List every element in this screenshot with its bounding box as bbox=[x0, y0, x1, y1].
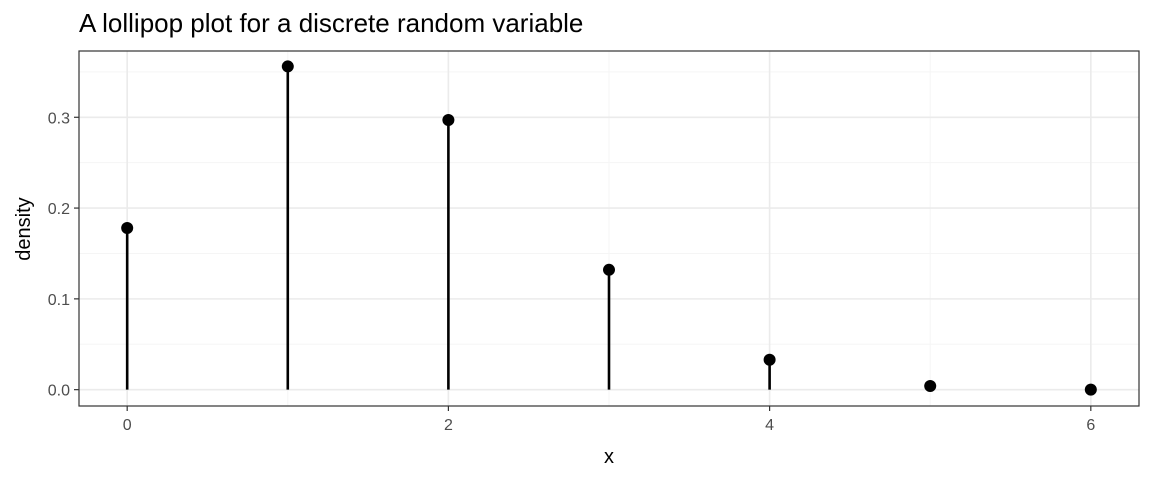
y-axis-title: density bbox=[13, 197, 35, 260]
x-axis-title: x bbox=[604, 446, 614, 468]
x-tick-label: 0 bbox=[123, 417, 132, 434]
lollipop-point bbox=[281, 60, 294, 73]
lollipop-point bbox=[603, 263, 615, 276]
lollipop-point bbox=[121, 222, 134, 235]
lollipop-stems bbox=[125, 66, 932, 390]
lollipop-point bbox=[763, 353, 776, 366]
lollipop-points bbox=[121, 60, 1097, 396]
x-tick-label: 4 bbox=[765, 417, 774, 434]
x-tick-label: 6 bbox=[1086, 417, 1095, 434]
y-tick-label: 0.2 bbox=[48, 201, 70, 218]
y-tick-label: 0.0 bbox=[48, 383, 70, 400]
lollipop-point bbox=[442, 114, 455, 127]
x-axis-ticks: 0 2 4 6 bbox=[123, 406, 1095, 434]
lollipop-point bbox=[924, 380, 937, 393]
y-tick-label: 0.1 bbox=[48, 292, 70, 309]
lollipop-point bbox=[1084, 383, 1097, 396]
chart-title: A lollipop plot for a discrete random va… bbox=[79, 8, 583, 38]
y-axis-ticks: 0.0 0.1 0.2 0.3 bbox=[48, 110, 79, 400]
x-tick-label: 2 bbox=[444, 417, 453, 434]
panel-border bbox=[78, 50, 1140, 407]
y-tick-label: 0.3 bbox=[48, 110, 70, 127]
